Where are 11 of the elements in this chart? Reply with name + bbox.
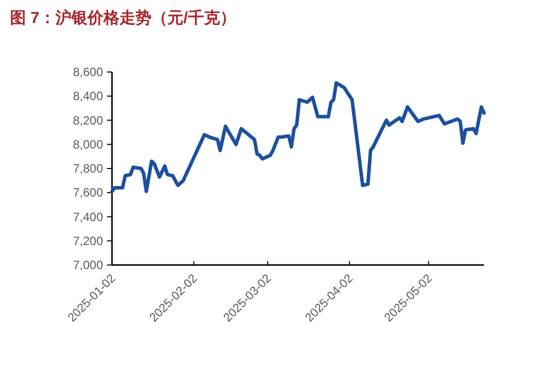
line-series bbox=[110, 81, 486, 194]
y-tick-label: 8,600 bbox=[72, 65, 104, 79]
y-tick-label: 7,000 bbox=[72, 258, 104, 272]
y-tick-label: 8,000 bbox=[72, 137, 104, 152]
y-tick-label: 7,800 bbox=[72, 162, 104, 176]
y-tick-label: 7,200 bbox=[72, 234, 104, 248]
y-tick-label: 8,400 bbox=[72, 89, 104, 104]
y-tick-label: 7,400 bbox=[72, 210, 104, 224]
chart-title: 图 7：沪银价格走势（元/千克） bbox=[10, 8, 236, 27]
y-tick-label: 7,600 bbox=[72, 186, 104, 200]
y-tick-label: 8,200 bbox=[72, 113, 104, 128]
